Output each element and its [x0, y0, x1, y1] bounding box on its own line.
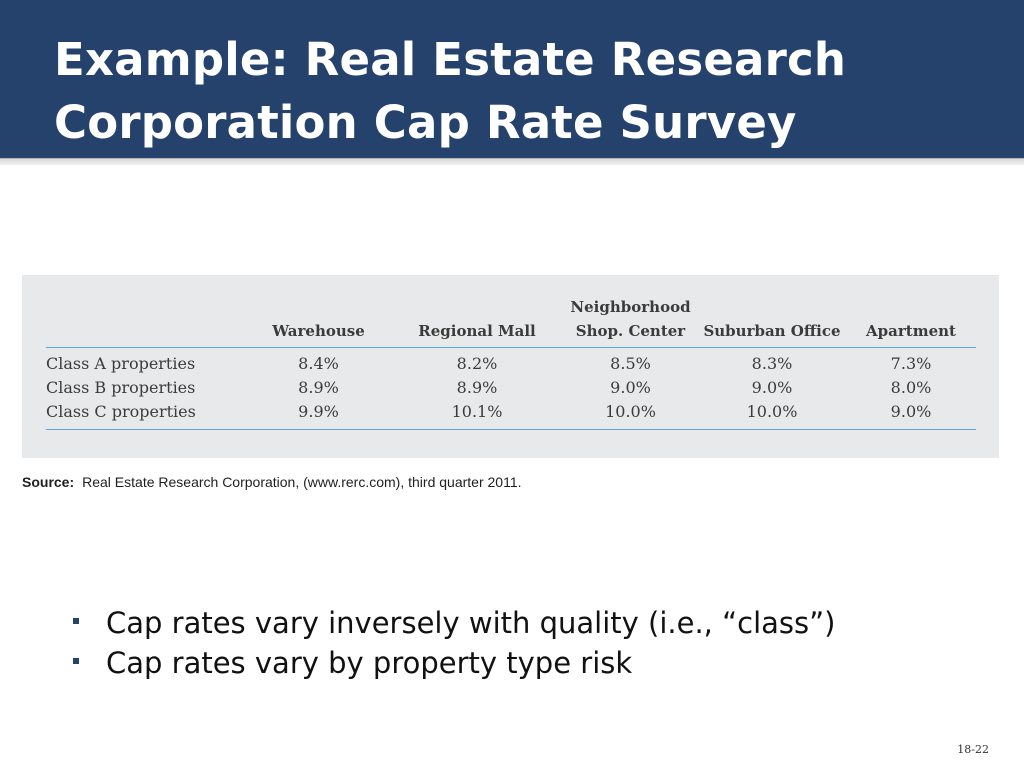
- bullet-text: Cap rates vary by property type risk: [106, 646, 633, 680]
- column-header-regional-mall: Regional Mall: [391, 295, 563, 348]
- column-header-apartment: Apartment: [846, 295, 976, 348]
- column-header-text: Warehouse: [272, 322, 365, 340]
- square-bullet-icon: [73, 658, 79, 664]
- column-header-text: Apartment: [866, 322, 956, 340]
- cap-rate-table-panel: Warehouse Regional Mall Neighborhood Sho…: [22, 275, 999, 458]
- cap-rate-cell: 8.4%: [298, 354, 339, 373]
- header-row: Warehouse Regional Mall Neighborhood Sho…: [46, 295, 976, 348]
- cap-rate-cell: 10.0%: [563, 400, 698, 430]
- cap-rate-cell: 10.1%: [391, 400, 563, 430]
- row-label-header: [46, 295, 246, 348]
- bullet-item: Cap rates vary by property type risk: [70, 643, 970, 683]
- table-source: Source: Real Estate Research Corporation,…: [22, 474, 782, 490]
- cap-rate-cell: 10.0%: [698, 400, 846, 430]
- column-header-text-line-2: Shop. Center: [575, 322, 686, 340]
- cap-rate-cell: 8.5%: [610, 354, 651, 373]
- cap-rate-cell: 8.0%: [890, 378, 932, 397]
- column-header-text: Regional Mall: [418, 322, 536, 340]
- row-label: Class A properties: [46, 354, 196, 373]
- column-header-text: Suburban Office: [703, 322, 841, 340]
- cap-rate-cell: 9.0%: [846, 400, 976, 430]
- source-label: Source:: [22, 474, 75, 490]
- table-row-class-a: Class A properties 8.4% 8.2% 8.5% 8.3% 7…: [46, 348, 976, 377]
- title-bar: Example: Real Estate Research Corporatio…: [0, 0, 1024, 158]
- table-header: Warehouse Regional Mall Neighborhood Sho…: [46, 295, 976, 348]
- square-bullet-icon: [73, 618, 79, 624]
- column-header-neighborhood-shop-center: Neighborhood Shop. Center: [563, 295, 698, 348]
- bullet-item: Cap rates vary inversely with quality (i…: [70, 603, 970, 643]
- cap-rate-cell: 9.0%: [610, 378, 651, 397]
- bullet-text: Cap rates vary inversely with quality (i…: [106, 606, 836, 640]
- cap-rate-cell: 8.3%: [751, 354, 793, 373]
- title-divider: [0, 158, 1024, 165]
- slide-number: 18-22: [957, 743, 989, 756]
- table-row-class-b: Class B properties 8.9% 8.9% 9.0% 9.0% 8…: [46, 376, 976, 400]
- row-label: Class B properties: [46, 378, 196, 397]
- column-header-suburban-office: Suburban Office: [698, 295, 846, 348]
- table-body: Class A properties 8.4% 8.2% 8.5% 8.3% 7…: [46, 348, 976, 430]
- cap-rate-cell: 8.9%: [298, 378, 339, 397]
- column-header-warehouse: Warehouse: [246, 295, 391, 348]
- title-line-1: Example: Real Estate Research: [54, 33, 847, 86]
- title-line-2: Corporation Cap Rate Survey: [54, 96, 797, 149]
- slide-title: Example: Real Estate Research Corporatio…: [54, 28, 994, 154]
- cap-rate-cell: 9.9%: [246, 400, 391, 430]
- cap-rate-table: Warehouse Regional Mall Neighborhood Sho…: [46, 295, 976, 430]
- row-label: Class C properties: [46, 400, 246, 430]
- cap-rate-cell: 9.0%: [751, 378, 793, 397]
- column-header-text-line-1: Neighborhood: [570, 298, 691, 316]
- key-points-list: Cap rates vary inversely with quality (i…: [70, 603, 970, 683]
- cap-rate-cell: 7.3%: [890, 354, 932, 373]
- source-text: Real Estate Research Corporation, (www.r…: [82, 474, 522, 490]
- table-row-class-c: Class C properties 9.9% 10.1% 10.0% 10.0…: [46, 400, 976, 430]
- cap-rate-cell: 8.9%: [456, 378, 498, 397]
- cap-rate-cell: 8.2%: [456, 354, 498, 373]
